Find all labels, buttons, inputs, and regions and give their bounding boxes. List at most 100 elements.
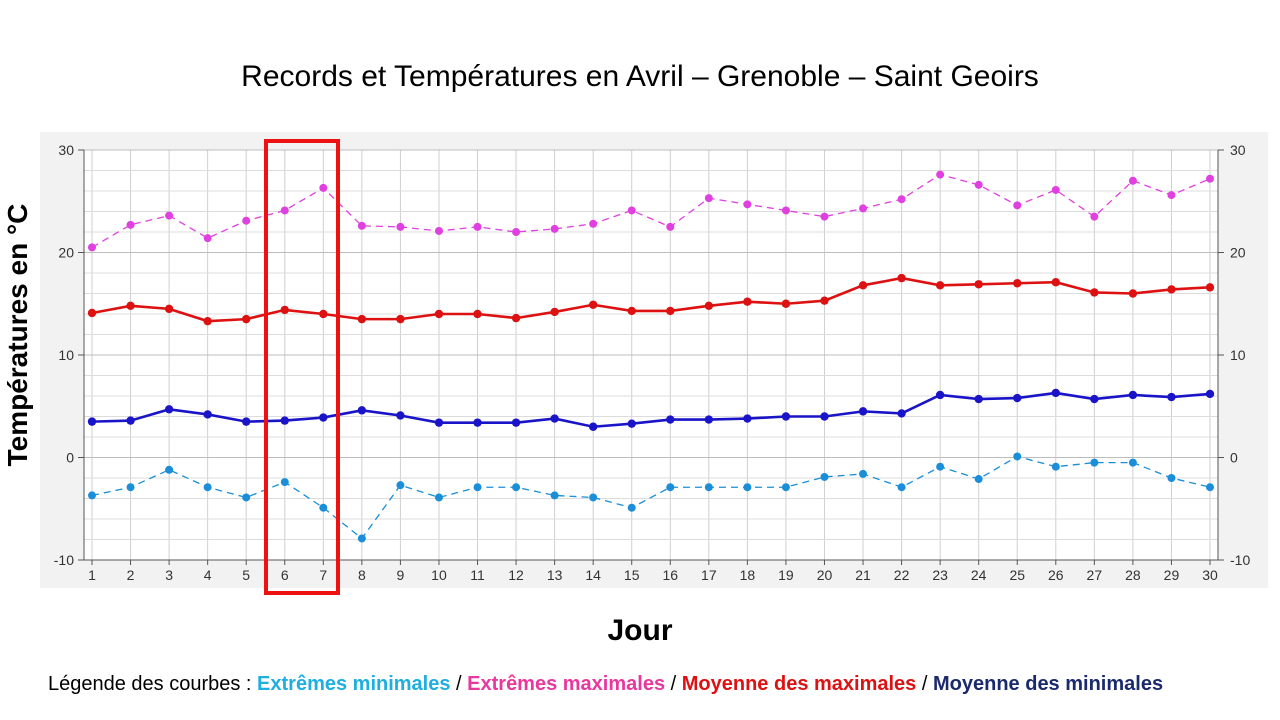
x-tick-label: 25 (1009, 567, 1025, 583)
y-tick-label-right: 30 (1230, 142, 1246, 158)
x-tick-label: 3 (165, 567, 173, 583)
data-point-extremes-maximales (319, 183, 328, 192)
data-point-moyenne-des-maximales (666, 306, 675, 316)
data-point-moyenne-des-maximales (473, 309, 482, 319)
data-point-moyenne-des-minimales (396, 411, 405, 420)
data-point-extremes-minimales (897, 483, 906, 492)
data-point-moyenne-des-minimales (858, 407, 868, 416)
highlight-box (264, 139, 340, 595)
data-point-moyenne-des-maximales (781, 299, 791, 308)
x-tick-label: 12 (508, 567, 524, 583)
data-point-moyenne-des-minimales (974, 394, 983, 404)
series-line-moyenne-des-minimales (91, 391, 1211, 429)
data-point-extremes-maximales (512, 228, 521, 236)
data-point-extremes-minimales (88, 491, 96, 500)
data-point-extremes-minimales (1206, 483, 1214, 492)
x-tick-label: 4 (204, 567, 212, 583)
data-point-extremes-maximales (1051, 185, 1060, 194)
data-point-moyenne-des-minimales (126, 416, 135, 425)
legend-item-moyenne-maximales: Moyenne des maximales (681, 673, 917, 695)
data-point-moyenne-des-minimales (319, 413, 328, 422)
data-point-extremes-maximales (396, 222, 405, 231)
x-tick-label: 6 (281, 567, 289, 583)
y-tick-label-left: 0 (66, 450, 74, 466)
data-point-extremes-maximales (434, 226, 443, 235)
data-point-moyenne-des-maximales (588, 300, 598, 309)
data-point-moyenne-des-maximales (319, 309, 328, 319)
data-point-moyenne-des-minimales (511, 418, 521, 427)
y-tick-label-left: 20 (58, 245, 74, 261)
data-point-moyenne-des-maximales (550, 307, 559, 317)
legend-separator: / (450, 673, 468, 695)
data-point-moyenne-des-maximales (897, 273, 906, 283)
data-point-moyenne-des-maximales (704, 301, 714, 310)
data-point-extremes-maximales (1013, 201, 1022, 210)
data-point-extremes-minimales (666, 483, 675, 492)
data-point-extremes-minimales (704, 483, 713, 492)
data-point-extremes-minimales (165, 465, 174, 474)
data-point-extremes-maximales (550, 224, 559, 233)
x-tick-label: 22 (894, 567, 910, 583)
data-point-moyenne-des-maximales (935, 281, 945, 290)
x-tick-label: 10 (431, 567, 447, 583)
data-point-moyenne-des-maximales (1128, 289, 1138, 298)
data-point-extremes-maximales (820, 212, 829, 221)
y-tick-label-left: 30 (58, 142, 74, 158)
data-point-extremes-maximales (280, 206, 289, 215)
data-point-moyenne-des-minimales (897, 409, 906, 418)
data-point-extremes-maximales (704, 194, 713, 203)
data-point-moyenne-des-minimales (87, 417, 97, 426)
data-point-extremes-minimales (589, 493, 598, 502)
x-tick-label: 13 (547, 567, 563, 583)
data-point-moyenne-des-maximales (1167, 285, 1176, 294)
data-point-moyenne-des-maximales (434, 309, 444, 319)
y-tick-label-left: -10 (54, 552, 74, 568)
data-point-extremes-minimales (396, 481, 405, 490)
data-point-extremes-minimales (473, 483, 482, 492)
data-point-moyenne-des-maximales (203, 316, 212, 326)
x-axis-label: Jour (607, 614, 673, 647)
data-point-moyenne-des-minimales (1167, 392, 1176, 402)
data-point-moyenne-des-maximales (858, 281, 868, 290)
x-tick-label: 5 (242, 567, 250, 583)
x-tick-label: 7 (319, 567, 327, 583)
data-point-extremes-maximales (165, 211, 174, 220)
data-point-moyenne-des-maximales (396, 314, 405, 324)
data-point-extremes-minimales (859, 469, 868, 478)
data-point-extremes-minimales (512, 483, 521, 492)
legend-item-extremes-maximales: Extrêmes maximales (467, 673, 666, 695)
data-point-moyenne-des-minimales (1128, 390, 1138, 400)
data-point-moyenne-des-minimales (1205, 389, 1215, 399)
data-point-moyenne-des-minimales (357, 406, 367, 415)
y-tick-label-left: 10 (58, 347, 74, 363)
data-point-moyenne-des-minimales (1090, 394, 1099, 404)
data-point-extremes-minimales (126, 483, 135, 492)
x-tick-label: 16 (662, 567, 678, 583)
grid (84, 149, 1218, 561)
data-point-moyenne-des-minimales (164, 405, 174, 414)
data-point-moyenne-des-maximales (743, 297, 752, 306)
data-point-extremes-maximales (357, 221, 366, 230)
x-tick-label: 27 (1087, 567, 1103, 583)
data-point-extremes-maximales (1090, 212, 1099, 221)
data-point-moyenne-des-maximales (280, 305, 289, 315)
x-tick-label: 15 (624, 567, 640, 583)
data-point-moyenne-des-minimales (434, 418, 444, 427)
data-point-extremes-maximales (126, 220, 135, 229)
data-point-moyenne-des-minimales (820, 412, 829, 421)
legend-item-moyenne-minimales: Moyenne des minimales (932, 673, 1164, 695)
data-point-moyenne-des-maximales (627, 306, 636, 316)
data-point-moyenne-des-maximales (1051, 278, 1060, 287)
data-point-extremes-minimales (936, 462, 945, 471)
data-point-moyenne-des-maximales (974, 280, 983, 289)
data-point-moyenne-des-maximales (126, 301, 135, 310)
data-point-moyenne-des-minimales (743, 414, 752, 423)
data-point-moyenne-des-maximales (1013, 279, 1022, 288)
data-point-extremes-minimales (1051, 462, 1060, 471)
data-point-moyenne-des-maximales (242, 314, 251, 324)
data-point-extremes-maximales (781, 206, 790, 215)
data-point-moyenne-des-minimales (203, 410, 212, 419)
data-point-moyenne-des-maximales (1205, 283, 1215, 292)
data-point-extremes-minimales (1128, 458, 1137, 467)
data-point-moyenne-des-maximales (164, 304, 174, 314)
